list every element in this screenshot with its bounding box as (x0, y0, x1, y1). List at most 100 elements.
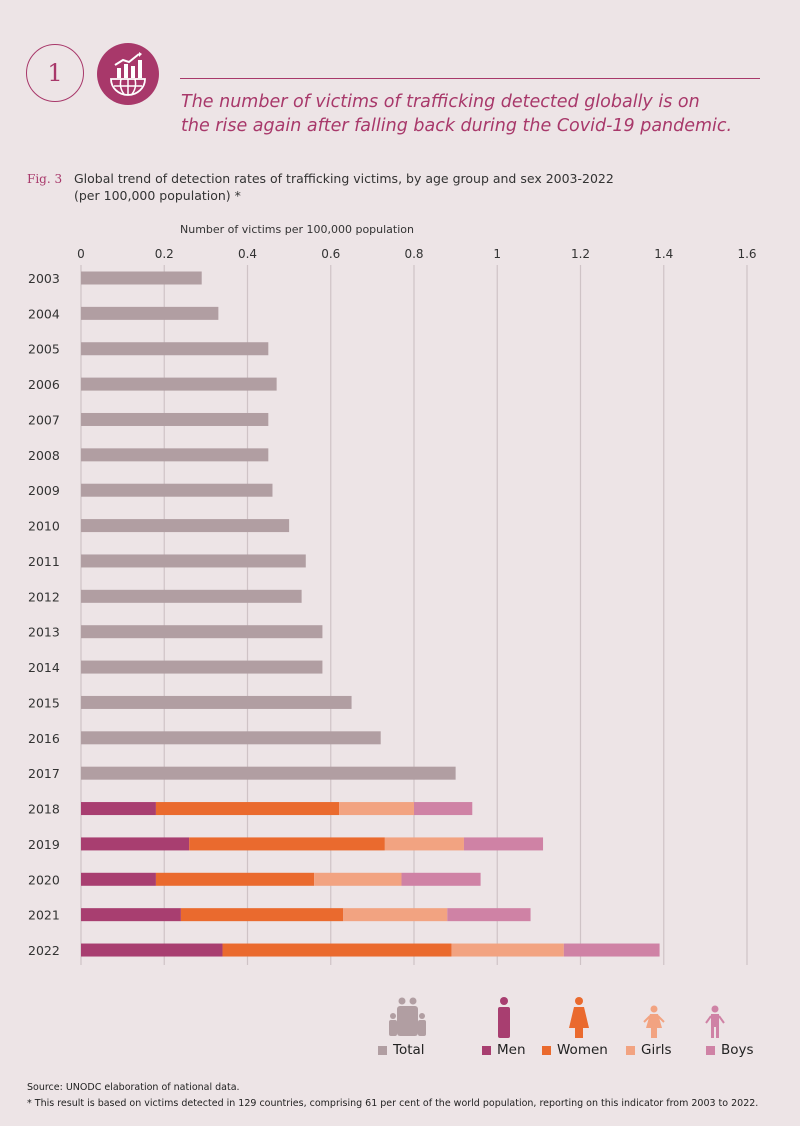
section-number-badge: 1 (26, 44, 84, 102)
year-label: 2019 (28, 837, 60, 852)
bar-total-2005 (81, 342, 269, 356)
year-label: 2004 (28, 306, 60, 321)
global-growth-icon (97, 43, 159, 105)
year-label: 2006 (28, 377, 60, 392)
year-label: 2017 (28, 766, 60, 781)
bar-women-2022 (222, 943, 452, 957)
year-label: 2009 (28, 483, 60, 498)
bar-total-2003 (81, 271, 202, 285)
bar-total-2016 (81, 731, 381, 745)
bar-total-2004 (81, 306, 219, 320)
headline-line: The number of victims of trafficking det… (181, 92, 700, 112)
legend-icons (389, 997, 725, 1038)
legend-item-boys: Boys (706, 1042, 754, 1058)
bar-total-2014 (81, 660, 323, 674)
year-label: 2005 (28, 342, 60, 357)
bar-women-2019 (189, 837, 385, 851)
headline-line: the rise again after falling back during… (181, 116, 733, 136)
year-label: 2022 (28, 943, 60, 958)
bar-men-2022 (81, 943, 223, 957)
legend-item-girls: Girls (626, 1042, 672, 1058)
year-label: 2014 (28, 660, 60, 675)
bar-total-2008 (81, 448, 269, 462)
bar-chart: Number of victims per 100,000 population… (28, 223, 757, 965)
bar-men-2018 (81, 802, 156, 816)
girl-icon (643, 1005, 665, 1038)
figure-subtitle-line: (per 100,000 population) * (74, 188, 241, 203)
divider (180, 78, 760, 79)
year-label: 2021 (28, 908, 60, 923)
bar-total-2007 (81, 412, 269, 426)
bar-women-2020 (155, 872, 315, 886)
woman-icon (569, 997, 589, 1038)
bar-boys-2021 (447, 908, 531, 922)
bar-girls-2021 (343, 908, 448, 922)
legend-label: Men (497, 1042, 526, 1058)
bar-total-2013 (81, 625, 323, 639)
family-icon (389, 997, 426, 1036)
bar-men-2019 (81, 837, 190, 851)
year-label: 2007 (28, 412, 60, 427)
bar-men-2021 (81, 908, 181, 922)
year-label: 2015 (28, 695, 60, 710)
x-axis-label: Number of victims per 100,000 population (180, 223, 414, 236)
source-notes: Source: UNODC elaboration of national da… (27, 1080, 758, 1112)
bar-women-2018 (155, 802, 340, 816)
source-text: Source: UNODC elaboration of national da… (27, 1082, 240, 1093)
x-tick-label: 1 (493, 247, 501, 261)
year-label: 2020 (28, 872, 60, 887)
legend-item-men: Men (482, 1042, 526, 1058)
x-tick-label: 0.6 (321, 247, 340, 261)
figure-title-line: Global trend of detection rates of traff… (74, 171, 614, 186)
section-number: 1 (47, 59, 63, 87)
x-tick-label: 1.2 (571, 247, 590, 261)
legend-label: Boys (721, 1042, 754, 1058)
x-tick-label: 1.4 (654, 247, 673, 261)
x-tick-label: 0.4 (238, 247, 257, 261)
bar-total-2006 (81, 377, 277, 391)
legend-swatch (378, 1045, 387, 1055)
x-tick-label: 0 (77, 247, 85, 261)
year-label: 2013 (28, 625, 60, 640)
footnote-text: * This result is based on victims detect… (27, 1098, 759, 1109)
bar-total-2011 (81, 554, 306, 568)
bar-girls-2018 (339, 802, 414, 816)
bar-boys-2019 (463, 837, 544, 851)
bar-boys-2020 (401, 872, 481, 886)
bar-girls-2019 (384, 837, 464, 851)
bar-girls-2020 (314, 872, 402, 886)
legend-item-women: Women (542, 1042, 608, 1058)
bar-total-2012 (81, 589, 302, 603)
legend: Total Men Women Girls Boys (378, 990, 778, 1070)
legend-label: Women (557, 1042, 608, 1058)
x-tick-label: 0.8 (404, 247, 423, 261)
bar-girls-2022 (451, 943, 564, 957)
bar-total-2009 (81, 483, 273, 497)
year-label: 2008 (28, 448, 60, 463)
man-icon (498, 997, 510, 1038)
legend-item-total: Total (378, 1042, 425, 1058)
legend-swatch (626, 1045, 635, 1055)
legend-swatch (542, 1045, 551, 1055)
figure-label: Fig. 3 (27, 172, 63, 186)
figure-title: Global trend of detection rates of traff… (74, 170, 774, 204)
year-label: 2016 (28, 731, 60, 746)
bar-total-2010 (81, 519, 290, 533)
bar-total-2015 (81, 695, 352, 709)
legend-label: Total (393, 1042, 425, 1058)
bar-boys-2018 (414, 802, 473, 816)
x-tick-label: 0.2 (155, 247, 174, 261)
x-tick-label: 1.6 (737, 247, 756, 261)
legend-label: Girls (641, 1042, 672, 1058)
boy-icon (705, 1005, 725, 1038)
legend-swatch (706, 1045, 715, 1055)
bar-men-2020 (81, 872, 156, 886)
year-label: 2018 (28, 802, 60, 817)
year-label: 2010 (28, 519, 60, 534)
year-label: 2003 (28, 271, 60, 286)
bar-boys-2022 (563, 943, 660, 957)
headline: The number of victims of trafficking det… (181, 90, 781, 138)
legend-swatch (482, 1045, 491, 1055)
year-label: 2011 (28, 554, 60, 569)
bar-total-2017 (81, 766, 456, 780)
